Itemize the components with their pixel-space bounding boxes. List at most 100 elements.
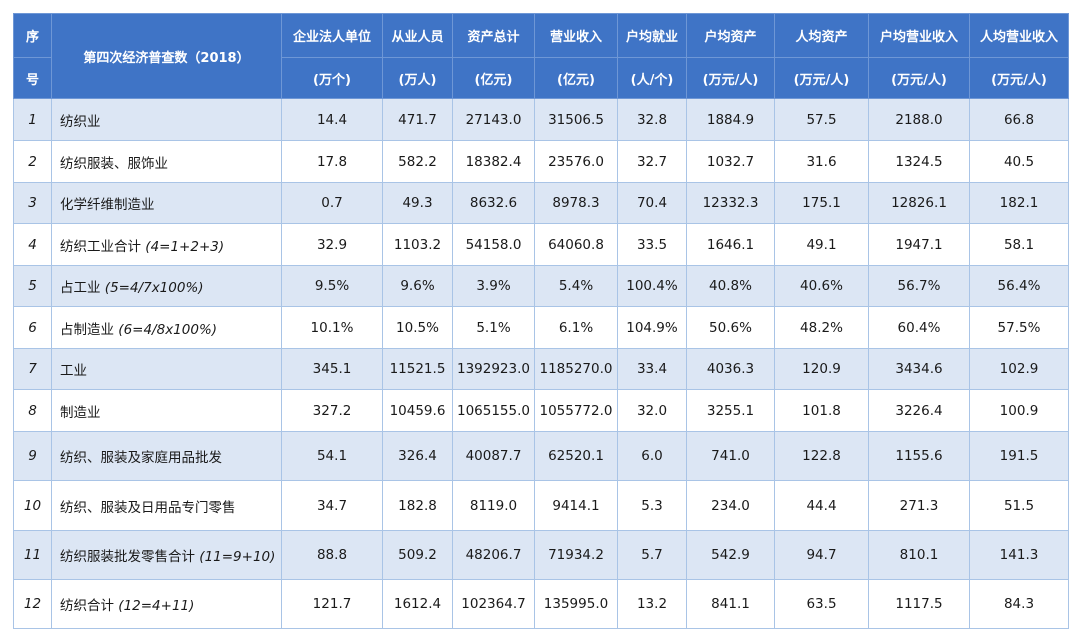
table-cell: 471.7 <box>382 98 453 141</box>
table-cell: 1155.6 <box>868 431 970 481</box>
row-name: 制造业 <box>60 404 101 421</box>
table-cell: 56.7% <box>868 265 970 307</box>
table-cell: 1103.2 <box>382 223 453 266</box>
table-cell: 64060.8 <box>534 223 618 266</box>
row-index: 9 <box>13 431 52 481</box>
header-row-units: 号 (万个) (万人) (亿元) (亿元) (人/个) (万元/人) (万元/人… <box>13 57 1069 99</box>
table-cell: 122.8 <box>774 431 869 481</box>
table-cell: 5.3 <box>617 480 687 531</box>
table-cell: 234.0 <box>686 480 775 531</box>
table-cell: 84.3 <box>969 579 1069 629</box>
table-cell: 32.7 <box>617 140 687 183</box>
table-cell: 4036.3 <box>686 348 775 390</box>
col-header-label: 资产总计 <box>452 13 535 58</box>
row-name-cell: 化学纤维制造业 <box>51 182 282 224</box>
table-cell: 100.9 <box>969 389 1069 432</box>
row-index: 5 <box>13 265 52 307</box>
row-name-cell: 工业 <box>51 348 282 390</box>
table-cell: 6.1% <box>534 306 618 349</box>
table-cell: 33.5 <box>617 223 687 266</box>
table-cell: 57.5 <box>774 98 869 141</box>
table-cell: 327.2 <box>281 389 383 432</box>
col-header-label: 人均资产 <box>774 13 869 58</box>
table-cell: 56.4% <box>969 265 1069 307</box>
row-name: 占工业 <box>60 280 101 296</box>
table-title: 第四次经济普查数（2018） <box>51 13 282 99</box>
table-cell: 58.1 <box>969 223 1069 266</box>
table-cell: 104.9% <box>617 306 687 349</box>
table-row: 7 工业 345.1 11521.5 1392923.0 1185270.0 33.4 403… <box>13 348 1069 390</box>
table-cell: 542.9 <box>686 530 775 580</box>
table-cell: 1324.5 <box>868 140 970 183</box>
row-index: 1 <box>13 98 52 141</box>
table-cell: 27143.0 <box>452 98 535 141</box>
table-cell: 0.7 <box>281 182 383 224</box>
table-cell: 841.1 <box>686 579 775 629</box>
row-name: 纺织合计 <box>60 598 114 614</box>
row-formula-note: (6=4/8x100%) <box>118 321 218 338</box>
table-cell: 94.7 <box>774 530 869 580</box>
table-cell: 1117.5 <box>868 579 970 629</box>
table-cell: 2188.0 <box>868 98 970 141</box>
header-row-labels: 序 第四次经济普查数（2018） 企业法人单位 从业人员 资产总计 营业收入 户… <box>13 13 1069 99</box>
seq-header-bottom: 号 <box>13 57 52 99</box>
table-cell: 34.7 <box>281 480 383 531</box>
col-header-label: 户均资产 <box>686 13 775 58</box>
col-header-label: 从业人员 <box>382 13 453 58</box>
row-name: 化学纤维制造业 <box>60 197 155 213</box>
table-cell: 31506.5 <box>534 98 618 141</box>
table-cell: 48.2% <box>774 306 869 349</box>
row-name-cell: 纺织工业合计 (4=1+2+3) <box>51 223 282 266</box>
table-body: 1 纺织业 14.4 471.7 27143.0 31506.5 32.8 1884.9 57.… <box>13 98 1069 629</box>
table-cell: 326.4 <box>382 431 453 481</box>
col-header-label: 企业法人单位 <box>281 13 383 58</box>
table-cell: 1884.9 <box>686 98 775 141</box>
table-cell: 141.3 <box>969 530 1069 580</box>
table-cell: 3434.6 <box>868 348 970 390</box>
row-name-cell: 制造业 <box>51 389 282 432</box>
row-name: 纺织服装、服饰业 <box>60 155 168 172</box>
table-row: 6 占制造业 (6=4/8x100%) 10.1% 10.5% 5.1% 6.1% 104.… <box>13 306 1069 349</box>
table-row: 3 化学纤维制造业 0.7 49.3 8632.6 8978.3 70.4 12332.3 17… <box>13 182 1069 224</box>
table-cell: 40.5 <box>969 140 1069 183</box>
table-cell: 135995.0 <box>534 579 618 629</box>
table-cell: 49.1 <box>774 223 869 266</box>
table-cell: 12332.3 <box>686 182 775 224</box>
row-name-cell: 占工业 (5=4/7x100%) <box>51 265 282 307</box>
row-name-cell: 纺织、服装及家庭用品批发 <box>51 431 282 481</box>
table-row: 4 纺织工业合计 (4=1+2+3) 32.9 1103.2 54158.0 64060.… <box>13 223 1069 266</box>
table-cell: 1185270.0 <box>534 348 618 390</box>
table-cell: 1947.1 <box>868 223 970 266</box>
table-cell: 44.4 <box>774 480 869 531</box>
row-name-cell: 纺织、服装及日用品专门零售 <box>51 480 282 531</box>
table-cell: 11521.5 <box>382 348 453 390</box>
row-name: 纺织服装批发零售合计 <box>60 549 195 565</box>
table-cell: 9.6% <box>382 265 453 307</box>
row-index: 7 <box>13 348 52 390</box>
table-cell: 3255.1 <box>686 389 775 432</box>
table-row: 5 占工业 (5=4/7x100%) 9.5% 9.6% 3.9% 5.4% 100.4% 4… <box>13 265 1069 307</box>
table-cell: 5.7 <box>617 530 687 580</box>
table-cell: 345.1 <box>281 348 383 390</box>
table-cell: 13.2 <box>617 579 687 629</box>
table-cell: 54158.0 <box>452 223 535 266</box>
table-cell: 101.8 <box>774 389 869 432</box>
table-cell: 271.3 <box>868 480 970 531</box>
table-cell: 70.4 <box>617 182 687 224</box>
col-header-unit: (万个) <box>281 57 383 99</box>
table-row: 11 纺织服装批发零售合计 (11=9+10) 88.8 509.2 48206.7 71… <box>13 530 1069 580</box>
col-header-label: 营业收入 <box>534 13 618 58</box>
table-cell: 63.5 <box>774 579 869 629</box>
row-index: 4 <box>13 223 52 266</box>
row-formula-note: (12=4+11) <box>118 598 195 614</box>
row-name-cell: 纺织服装、服饰业 <box>51 140 282 183</box>
table-cell: 40.6% <box>774 265 869 307</box>
table-cell: 12826.1 <box>868 182 970 224</box>
table-cell: 88.8 <box>281 530 383 580</box>
row-name: 纺织、服装及家庭用品批发 <box>60 450 222 466</box>
table-cell: 10459.6 <box>382 389 453 432</box>
col-header-unit: (人/个) <box>617 57 687 99</box>
row-name-cell: 占制造业 (6=4/8x100%) <box>51 306 282 349</box>
table-cell: 54.1 <box>281 431 383 481</box>
row-name: 占制造业 <box>60 321 114 338</box>
